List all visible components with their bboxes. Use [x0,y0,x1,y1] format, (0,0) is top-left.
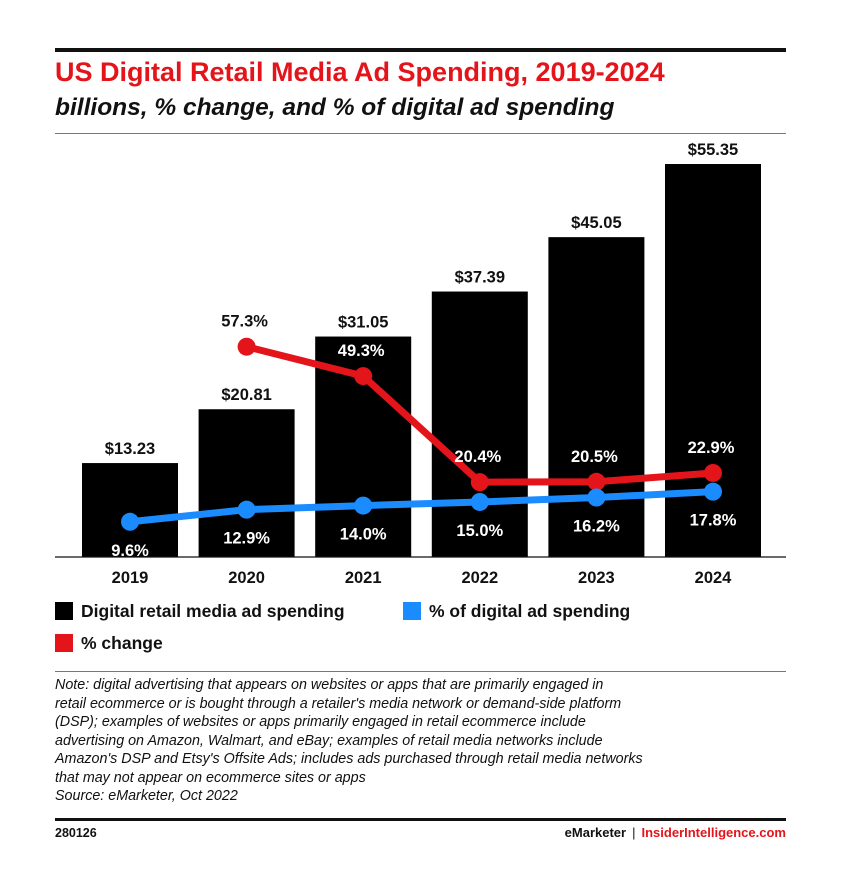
legend-label-pct-change: % change [81,632,163,653]
bar-value-label: $37.39 [455,269,505,287]
x-tick-label: 2020 [228,569,265,587]
footer-brand: eMarketer | InsiderIntelligence.com [565,825,786,840]
x-tick-label: 2023 [578,569,615,587]
pct-digital-label: 12.9% [223,530,270,548]
pct-change-label: 20.4% [454,448,501,466]
pct-change-point-2022 [470,473,489,492]
bar-value-label: $31.05 [338,314,388,332]
note-line: Amazon's DSP and Etsy's Offsite Ads; inc… [55,751,643,767]
x-tick-label: 2021 [345,569,382,587]
note-line: advertising on Amazon, Walmart, and eBay… [55,732,603,749]
bar-value-label: $45.05 [571,214,621,232]
bar-2019 [82,463,178,557]
x-tick-label: 2022 [461,569,498,587]
legend-item-spending: Digital retail media ad spending [55,600,345,622]
chart-title: US Digital Retail Media Ad Spending, 201… [55,57,665,87]
note-line: retail ecommerce or is bought through a … [55,695,622,712]
x-tick-labels: 2019 2020 2021 2022 2023 2024 [112,569,733,587]
pct-change-label: 20.5% [571,448,618,466]
legend-label-pct-digital: % of digital ad spending [429,600,631,621]
x-tick-label: 2024 [695,569,733,587]
pct-change-label: 57.3% [221,313,268,331]
note-line: (DSP); examples of websites or apps prim… [55,714,586,730]
bars-layer [82,164,761,557]
pct-change-label: 49.3% [338,342,385,360]
bar-value-label: $13.23 [105,440,155,458]
chart-notes: Note: digital advertising that appears o… [55,676,795,806]
brand-emarketer: eMarketer [564,825,627,840]
pct-digital-point-2024 [704,482,722,501]
bar-value-label: $20.81 [221,386,271,404]
legend-swatch-pct-change [55,634,73,652]
pct-digital-point-2022 [470,492,489,511]
pct-digital-line-layer [121,482,722,531]
top-rule [55,48,786,52]
legend-swatch-spending [55,602,73,620]
pct-digital-label: 15.0% [456,522,503,540]
legend-label-spending: Digital retail media ad spending [81,600,345,621]
subtitle-rule [55,133,786,134]
pct-change-point-2023 [587,472,606,491]
pct-digital-label: 16.2% [573,518,620,536]
pct-digital-label: 14.0% [340,526,387,544]
legend-item-pct-change: % change [55,632,163,654]
pct-digital-point-2023 [587,488,606,507]
pct-digital-point-2020 [237,500,256,519]
legend-swatch-pct-digital [403,602,421,620]
chart-id: 280126 [55,826,97,840]
pct-digital-point-2019 [121,512,139,531]
source-line: Source: eMarketer, Oct 2022 [55,788,238,804]
x-tick-label: 2019 [112,569,149,587]
bottom-rule [55,818,786,821]
brand-separator: | [632,825,636,840]
pct-change-label: 22.9% [688,439,735,457]
bar-2023 [548,237,645,557]
pct-change-line-layer [237,337,722,492]
note-line: Note: digital advertising that appears o… [55,677,604,693]
chart-subtitle: billions, % change, and % of digital ad … [55,94,615,121]
pct-change-point-2020 [237,337,256,356]
bar-2020 [198,409,295,557]
pct-digital-label: 9.6% [111,542,149,560]
legend-item-pct-digital: % of digital ad spending [403,600,630,622]
bar-value-label: $55.35 [688,141,738,159]
pct-change-point-2021 [354,367,373,386]
data-labels-layer: $13.23 $20.81 $31.05 $37.39 $45.05 $55.35 57.3… [105,141,738,560]
brand-insider-intelligence: InsiderIntelligence.com [641,825,787,840]
combo-chart: $13.23 $20.81 $31.05 $37.39 $45.05 $55.35 57.3… [55,141,786,587]
pct-change-point-2024 [704,463,722,482]
pct-digital-label: 17.8% [690,512,737,530]
pct-digital-line [126,488,717,526]
bar-2022 [431,291,528,557]
pct-digital-point-2021 [354,496,373,515]
notes-rule [55,671,786,672]
note-line: that may not appear on ecommerce sites o… [55,769,366,786]
